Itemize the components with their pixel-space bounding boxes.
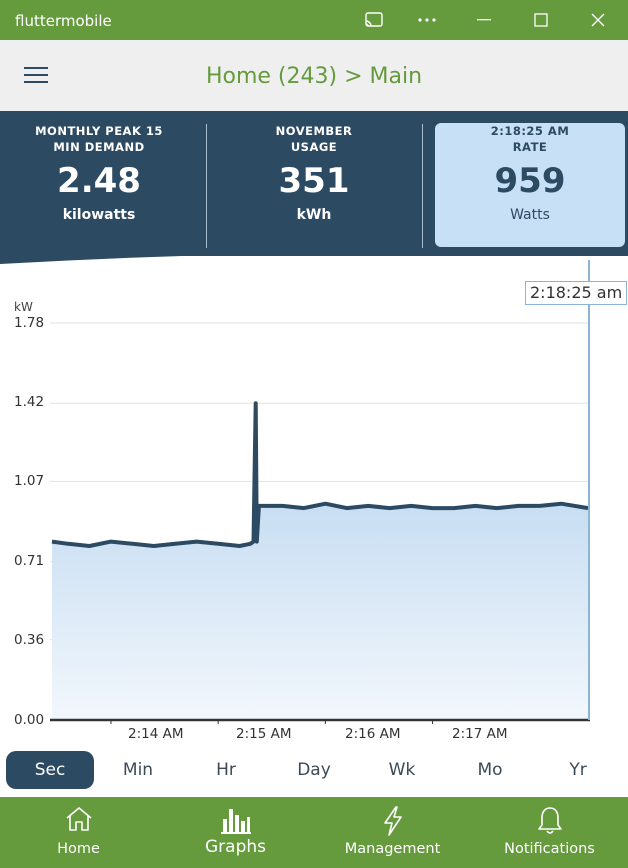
range-hr[interactable]: Hr [192, 751, 260, 789]
stat-label: 2:18:25 AM [435, 123, 625, 139]
range-mo[interactable]: Mo [456, 751, 524, 789]
range-min[interactable]: Min [104, 751, 172, 789]
cast-button[interactable] [346, 0, 402, 40]
more-icon [417, 17, 437, 23]
range-yr[interactable]: Yr [544, 751, 612, 789]
chart-area-fill [52, 403, 588, 720]
maximize-icon [534, 13, 548, 27]
window-title: fluttermobile [15, 12, 112, 30]
stat-unit: Watts [435, 207, 625, 223]
cast-icon [364, 10, 384, 30]
home-icon [64, 805, 94, 833]
range-selector: Sec Min Hr Day Wk Mo Yr [0, 750, 628, 792]
bell-icon [536, 805, 564, 835]
stat-monthly-peak[interactable]: MONTHLY PEAK 15 MIN DEMAND 2.48 kilowatt… [4, 123, 194, 247]
nav-home[interactable]: Home [0, 797, 157, 868]
page-title: Home (243) > Main [0, 64, 628, 89]
stat-value: 2.48 [4, 161, 194, 201]
minimize-icon [477, 19, 491, 21]
stat-label: RATE [435, 139, 625, 155]
nav-graphs[interactable]: Graphs [157, 797, 314, 868]
stat-label: MONTHLY PEAK 15 [4, 123, 194, 139]
cursor-time-label: 2:18:25 am [525, 281, 627, 305]
window-titlebar: fluttermobile [0, 0, 628, 40]
range-day[interactable]: Day [280, 751, 348, 789]
stat-label: NOVEMBER [219, 123, 409, 139]
app-bar: Home (243) > Main [0, 40, 628, 111]
nav-label: Notifications [471, 841, 628, 857]
stat-current-rate[interactable]: 2:18:25 AM RATE 959 Watts [435, 123, 625, 247]
maximize-button[interactable] [513, 0, 569, 40]
nav-label: Home [0, 841, 157, 857]
stat-unit: kWh [219, 207, 409, 223]
range-sec[interactable]: Sec [6, 751, 94, 789]
stat-divider [422, 124, 423, 248]
demand-chart[interactable] [0, 260, 628, 730]
stat-value: 351 [219, 161, 409, 201]
stat-label: USAGE [219, 139, 409, 155]
nav-notifications[interactable]: Notifications [471, 797, 628, 868]
stats-panel: MONTHLY PEAK 15 MIN DEMAND 2.48 kilowatt… [0, 111, 628, 256]
nav-management[interactable]: Management [314, 797, 471, 868]
minimize-button[interactable] [456, 0, 512, 40]
stat-label: MIN DEMAND [4, 139, 194, 155]
nav-label: Graphs [157, 837, 314, 857]
stat-unit: kilowatts [4, 207, 194, 223]
close-button[interactable] [570, 0, 626, 40]
stat-value: 959 [435, 161, 625, 201]
x-tick-label: 2:15 AM [236, 726, 292, 742]
bottom-navigation: Home Graphs Management Notifications [0, 797, 628, 868]
nav-label: Management [314, 841, 471, 857]
close-icon [591, 13, 605, 27]
x-tick-label: 2:17 AM [452, 726, 508, 742]
x-tick-label: 2:16 AM [345, 726, 401, 742]
lightning-icon [381, 805, 405, 837]
bar-chart-icon [220, 805, 252, 835]
stat-divider [206, 124, 207, 248]
range-wk[interactable]: Wk [368, 751, 436, 789]
more-button[interactable] [399, 0, 455, 40]
stat-november-usage[interactable]: NOVEMBER USAGE 351 kWh [219, 123, 409, 247]
x-tick-label: 2:14 AM [128, 726, 184, 742]
